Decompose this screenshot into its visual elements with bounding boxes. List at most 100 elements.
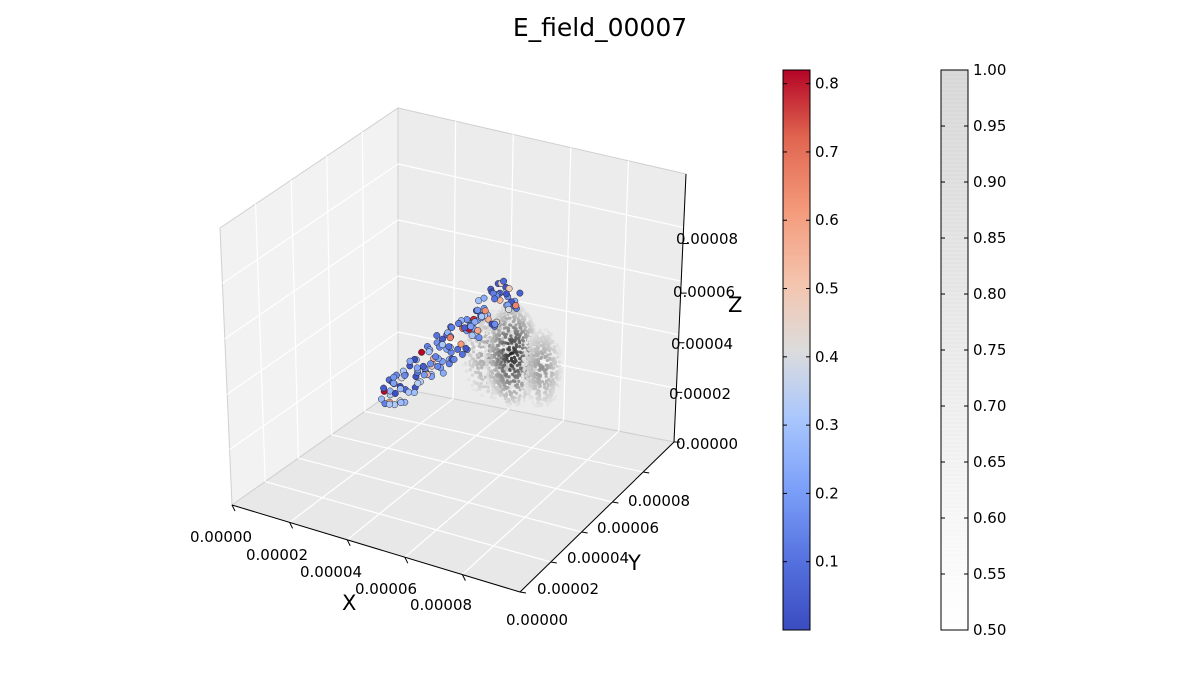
y-tick-label: 0.00002 xyxy=(537,580,599,598)
field-point xyxy=(511,398,515,402)
field-point xyxy=(506,313,510,317)
field-point xyxy=(471,350,476,354)
colorbar-tick-label: 0.1 xyxy=(815,553,839,571)
field-point xyxy=(544,390,548,394)
z-axis-line xyxy=(673,173,687,443)
field-point xyxy=(530,330,534,334)
wall-grid-line xyxy=(397,163,684,229)
field-point xyxy=(517,401,521,405)
field-point xyxy=(531,339,536,344)
field-point xyxy=(537,393,541,397)
particle-point xyxy=(505,306,513,313)
field-point xyxy=(541,332,545,336)
field-point xyxy=(501,348,506,352)
z-tick-label: 0.00002 xyxy=(669,385,731,403)
field-point xyxy=(470,342,475,346)
particle-point xyxy=(448,324,456,331)
field-point xyxy=(559,367,563,372)
particle-point xyxy=(433,332,441,339)
field-point xyxy=(550,379,555,383)
x-tick-label: 0.00004 xyxy=(300,563,362,581)
particle-point xyxy=(481,307,489,315)
field-point xyxy=(533,371,537,375)
field-point xyxy=(513,379,517,384)
field-point xyxy=(498,340,502,344)
field-point xyxy=(517,334,522,338)
field-point xyxy=(469,364,473,368)
field-point xyxy=(509,323,513,327)
particle-point xyxy=(378,395,385,403)
field-point xyxy=(514,314,518,318)
field-point xyxy=(548,352,552,356)
field-point xyxy=(510,396,514,400)
particle-point xyxy=(380,384,388,392)
y-tick-label: 0.00004 xyxy=(567,549,629,567)
particle-point xyxy=(474,306,481,314)
field-point xyxy=(521,346,525,350)
colorbar-tick-label: 1.00 xyxy=(973,61,1006,79)
field-point xyxy=(496,358,500,362)
field-point xyxy=(549,383,553,387)
y-tick-label: 0.00008 xyxy=(628,492,690,510)
field-point xyxy=(498,349,502,353)
field-point xyxy=(514,343,519,347)
field-point xyxy=(486,353,490,357)
field-point xyxy=(507,404,511,408)
wall-grid-line xyxy=(397,219,682,282)
field-point xyxy=(548,357,552,361)
y-axis-title: Y xyxy=(627,551,641,575)
field-point xyxy=(524,374,528,378)
colorbar-greys: 0.50 0.55 0.60 0.65 0.70 0.75 0.80 0.85 0.90 0.95… xyxy=(940,61,1006,639)
z-tick-label: 0.00000 xyxy=(676,435,738,453)
field-point xyxy=(497,328,501,332)
field-point xyxy=(486,329,490,333)
field-point xyxy=(555,370,559,374)
field-point xyxy=(545,358,550,363)
x-tick xyxy=(404,556,409,564)
field-point xyxy=(552,345,556,349)
field-point xyxy=(521,378,525,383)
field-point xyxy=(493,381,497,385)
field-point xyxy=(505,317,509,321)
particle-point xyxy=(413,364,421,372)
field-point xyxy=(537,403,542,407)
y-tick xyxy=(643,471,650,474)
field-point xyxy=(554,394,558,398)
field-point xyxy=(486,362,490,366)
field-point xyxy=(516,376,520,380)
particle-point xyxy=(457,340,465,348)
colorbar-greys-stripes xyxy=(942,70,967,600)
field-point xyxy=(532,375,536,380)
field-point xyxy=(526,356,530,360)
field-point xyxy=(495,379,499,383)
field-point xyxy=(491,343,495,347)
field-point xyxy=(490,362,494,366)
field-point xyxy=(527,331,531,335)
field-point xyxy=(555,364,559,368)
x-tick-label: 0.00000 xyxy=(190,528,252,546)
field-point xyxy=(532,385,536,389)
field-point xyxy=(525,377,529,381)
field-point xyxy=(515,363,520,367)
field-point xyxy=(549,333,553,337)
field-point xyxy=(549,374,554,378)
colorbar-tick-label: 0.55 xyxy=(973,565,1006,583)
field-point xyxy=(520,381,524,385)
field-point xyxy=(504,365,509,369)
field-point xyxy=(541,340,546,344)
particle-point xyxy=(455,320,462,327)
field-point xyxy=(502,319,506,323)
field-point xyxy=(501,379,505,383)
field-point xyxy=(481,362,486,367)
axis-ticks xyxy=(231,242,689,594)
particle-point xyxy=(478,313,486,320)
field-point xyxy=(545,393,549,397)
field-point xyxy=(549,363,553,368)
z-tick-label: 0.00004 xyxy=(671,335,733,353)
grid-lines xyxy=(222,121,684,576)
field-point xyxy=(527,323,532,327)
field-point xyxy=(515,403,519,407)
field-point xyxy=(510,341,514,345)
field-point xyxy=(475,361,479,365)
